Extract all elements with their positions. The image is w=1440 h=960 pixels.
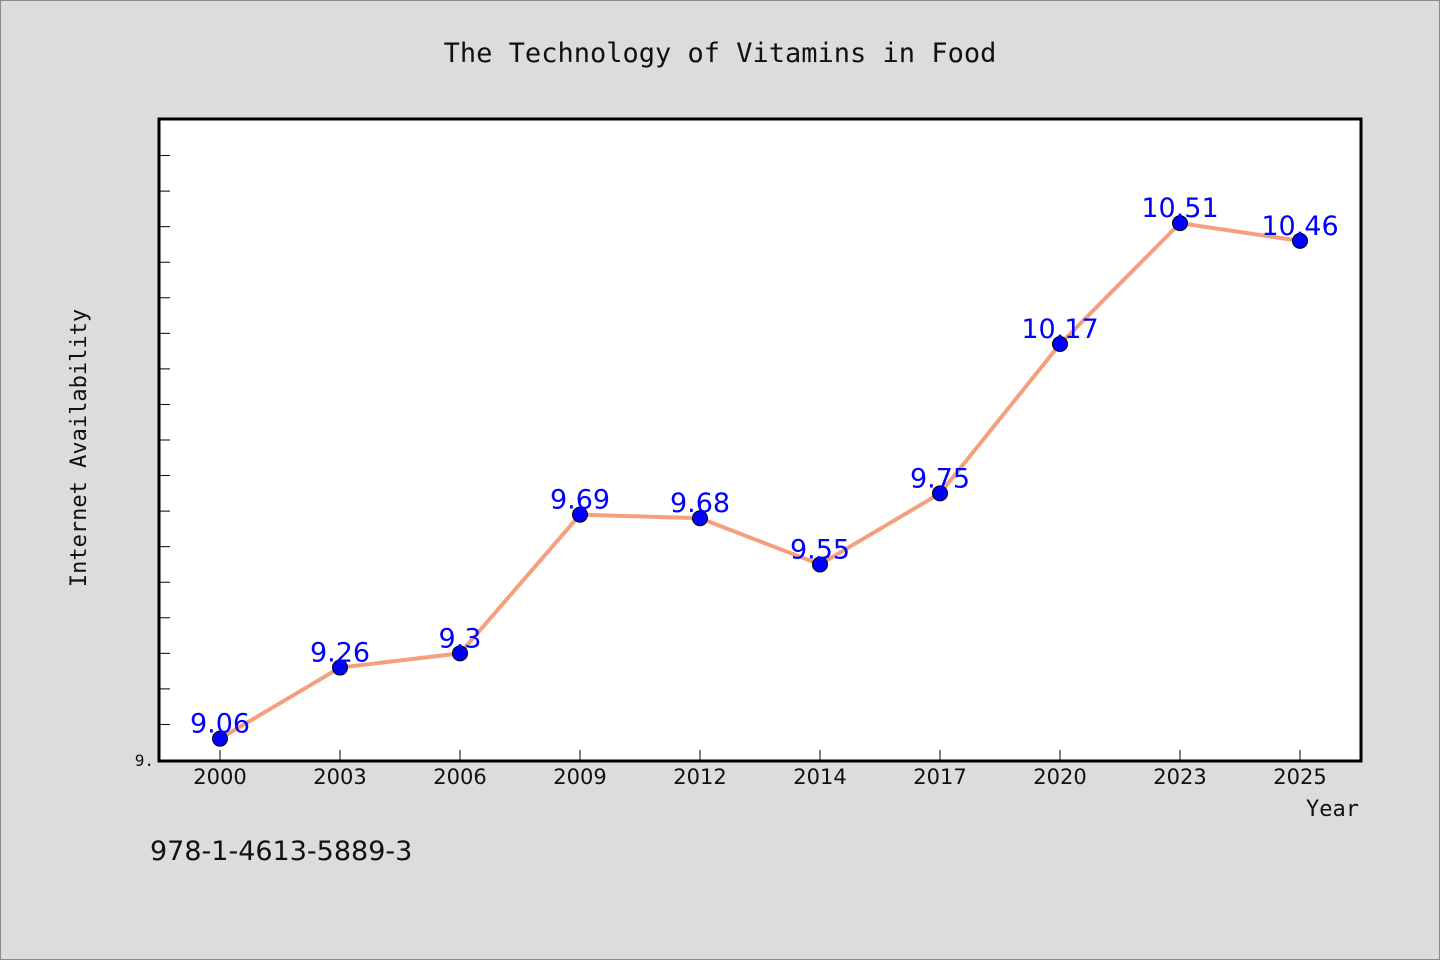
series-layer xyxy=(212,215,1308,747)
data-label: 10.51 xyxy=(1141,193,1218,224)
y-tick-label: 9. xyxy=(135,751,154,770)
data-label: 10.46 xyxy=(1261,211,1338,242)
data-point-marker xyxy=(572,506,588,523)
x-tick-label: 2023 xyxy=(1153,765,1206,789)
x-tick-label: 2012 xyxy=(673,765,726,789)
data-label: 10.17 xyxy=(1021,314,1098,345)
plot-area xyxy=(157,117,1363,763)
data-point-marker xyxy=(452,645,468,662)
y-axis-ticks: 9. xyxy=(135,155,170,770)
data-label: 9.26 xyxy=(310,638,370,669)
y-axis-label: Internet Availability xyxy=(67,309,92,587)
x-tick-label: 2006 xyxy=(433,765,486,789)
data-point-marker xyxy=(1052,336,1068,352)
data-label: 9.69 xyxy=(550,485,610,516)
data-point-marker xyxy=(1292,232,1308,249)
data-label: 9.3 xyxy=(439,623,482,654)
x-axis-label: Year xyxy=(1306,797,1359,822)
x-tick-label: 2014 xyxy=(793,765,846,789)
data-point-marker xyxy=(812,556,828,573)
data-label: 9.06 xyxy=(190,709,250,740)
data-point-marker xyxy=(692,510,708,527)
x-axis-ticks: 2000 2003 2006 2009 2012 2014 2017 2020 2023 2025 xyxy=(193,750,1327,789)
x-tick-label: 2003 xyxy=(313,765,366,789)
x-tick-label: 2017 xyxy=(913,765,966,789)
data-point-marker xyxy=(1172,215,1188,232)
data-label: 9.68 xyxy=(670,488,730,519)
data-point-marker xyxy=(212,730,228,747)
data-label: 9.55 xyxy=(790,534,850,565)
data-labels-layer: 9.06 9.26 9.3 9.69 9.68 9.55 9.75 10.17 10.51 10.… xyxy=(190,193,1339,740)
chart-title: The Technology of Vitamins in Food xyxy=(444,38,997,69)
x-tick-label: 2020 xyxy=(1033,765,1086,789)
data-point-marker xyxy=(932,485,948,502)
data-label: 9.75 xyxy=(910,463,970,494)
series-line xyxy=(218,221,1301,741)
x-tick-label: 2000 xyxy=(193,765,246,789)
data-point-marker xyxy=(332,659,348,676)
x-tick-label: 2009 xyxy=(553,765,606,789)
x-tick-label: 2025 xyxy=(1273,765,1326,789)
isbn-text: 978-1-4613-5889-3 xyxy=(150,836,413,867)
